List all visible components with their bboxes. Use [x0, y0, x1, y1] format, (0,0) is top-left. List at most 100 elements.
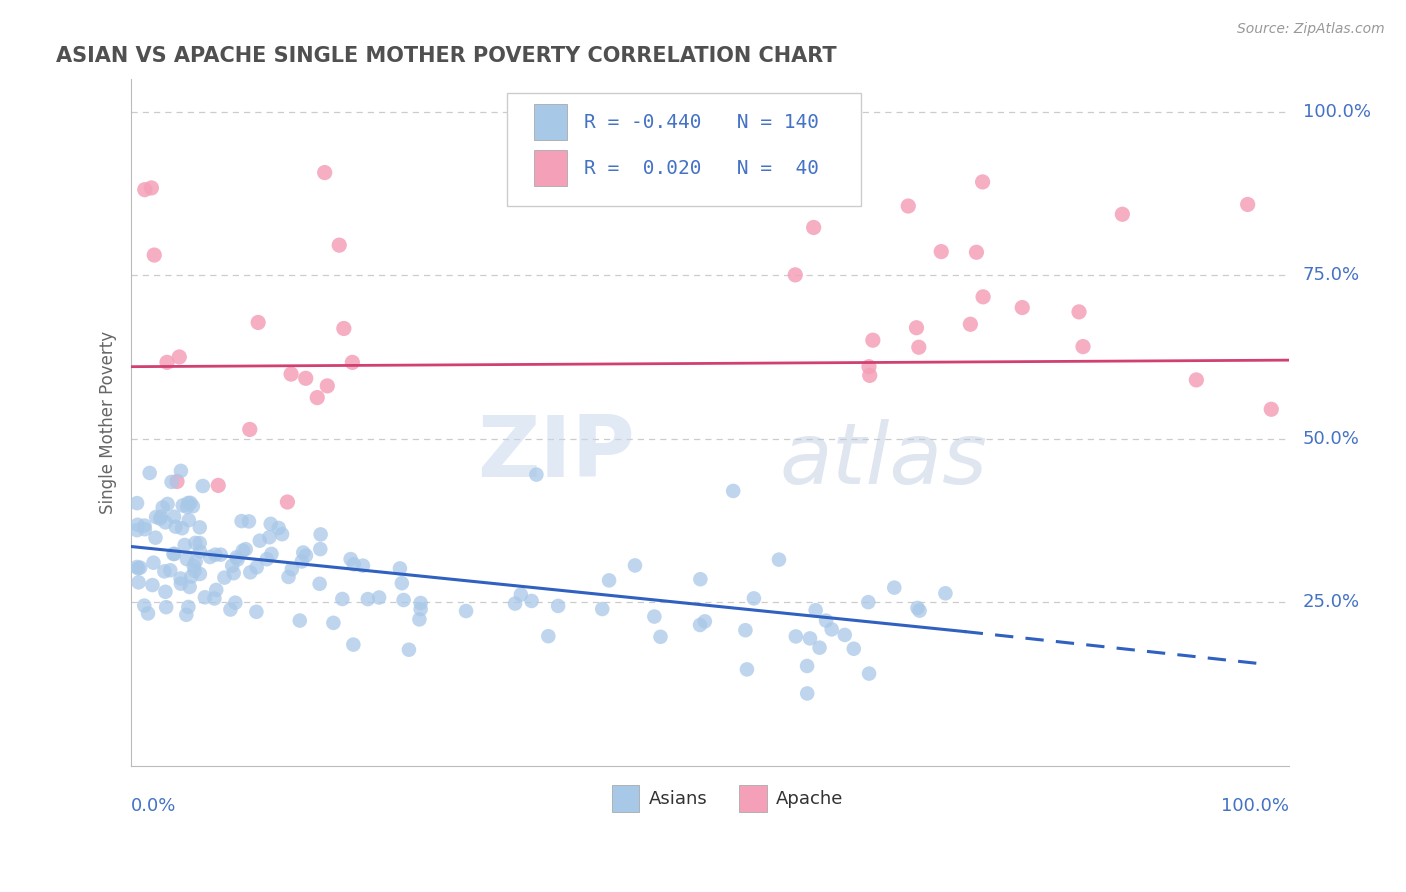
Text: Asians: Asians	[648, 789, 707, 807]
Point	[689, 618, 711, 632]
Point	[141, 578, 163, 592]
Point	[1067, 305, 1090, 319]
Point	[328, 238, 350, 252]
Point	[134, 522, 156, 536]
Point	[176, 607, 198, 622]
Point	[259, 530, 281, 544]
Point	[143, 248, 166, 262]
Point	[821, 623, 844, 637]
Point	[368, 591, 391, 605]
Text: Apache: Apache	[776, 789, 844, 807]
Point	[188, 520, 211, 534]
Point	[125, 560, 148, 574]
Point	[859, 368, 882, 383]
Point	[650, 630, 672, 644]
Point	[219, 602, 242, 616]
Point	[226, 552, 249, 566]
Point	[142, 556, 165, 570]
Point	[804, 603, 827, 617]
Point	[934, 586, 956, 600]
Point	[288, 614, 311, 628]
Point	[260, 516, 283, 531]
Point	[202, 591, 225, 606]
Point	[224, 596, 246, 610]
Point	[907, 340, 929, 354]
Text: ZIP: ZIP	[477, 412, 634, 495]
Point	[742, 591, 765, 606]
FancyBboxPatch shape	[508, 93, 860, 206]
Text: atlas: atlas	[779, 418, 987, 501]
Point	[835, 172, 858, 186]
Point	[409, 596, 432, 610]
Point	[281, 562, 304, 576]
Point	[643, 609, 665, 624]
Point	[1111, 207, 1133, 221]
Point	[693, 615, 716, 629]
Text: 25.0%: 25.0%	[1303, 593, 1360, 611]
Point	[1071, 340, 1094, 354]
Point	[232, 543, 254, 558]
Point	[721, 483, 744, 498]
Point	[815, 614, 838, 628]
Point	[526, 467, 548, 482]
Point	[191, 479, 214, 493]
Point	[972, 175, 994, 189]
Point	[897, 199, 920, 213]
Point	[314, 165, 336, 179]
Point	[294, 371, 316, 385]
Point	[134, 518, 156, 533]
Point	[342, 638, 364, 652]
Point	[735, 662, 758, 676]
Point	[125, 496, 148, 510]
Point	[343, 558, 366, 572]
Point	[342, 355, 364, 369]
Point	[145, 510, 167, 524]
Point	[333, 321, 356, 335]
Point	[170, 576, 193, 591]
Text: 100.0%: 100.0%	[1303, 103, 1371, 120]
Point	[176, 500, 198, 514]
Point	[188, 544, 211, 558]
Point	[908, 604, 931, 618]
Point	[231, 514, 253, 528]
Point	[1185, 373, 1208, 387]
Point	[183, 558, 205, 573]
Point	[156, 497, 179, 511]
Point	[173, 538, 195, 552]
Point	[409, 602, 432, 616]
Point	[141, 181, 163, 195]
Point	[929, 244, 952, 259]
FancyBboxPatch shape	[740, 785, 766, 813]
Point	[176, 552, 198, 566]
Point	[883, 581, 905, 595]
Text: 50.0%: 50.0%	[1303, 430, 1360, 448]
Point	[181, 500, 204, 514]
Point	[295, 549, 318, 563]
Point	[163, 547, 186, 561]
Point	[591, 602, 613, 616]
Point	[221, 558, 243, 573]
Point	[785, 629, 807, 643]
Point	[239, 566, 262, 580]
Point	[209, 548, 232, 562]
Point	[184, 536, 207, 550]
Point	[134, 183, 156, 197]
Point	[834, 628, 856, 642]
Point	[1011, 301, 1033, 315]
Text: 75.0%: 75.0%	[1303, 266, 1360, 285]
Point	[180, 569, 202, 583]
Point	[235, 542, 257, 557]
Point	[129, 560, 152, 574]
Point	[503, 597, 526, 611]
Point	[702, 189, 724, 203]
Point	[972, 290, 994, 304]
Point	[125, 523, 148, 537]
Point	[307, 391, 329, 405]
Point	[155, 516, 177, 530]
Point	[398, 642, 420, 657]
Point	[153, 565, 176, 579]
Point	[1260, 402, 1282, 417]
Text: Source: ZipAtlas.com: Source: ZipAtlas.com	[1237, 22, 1385, 37]
Point	[136, 607, 159, 621]
Point	[277, 570, 299, 584]
